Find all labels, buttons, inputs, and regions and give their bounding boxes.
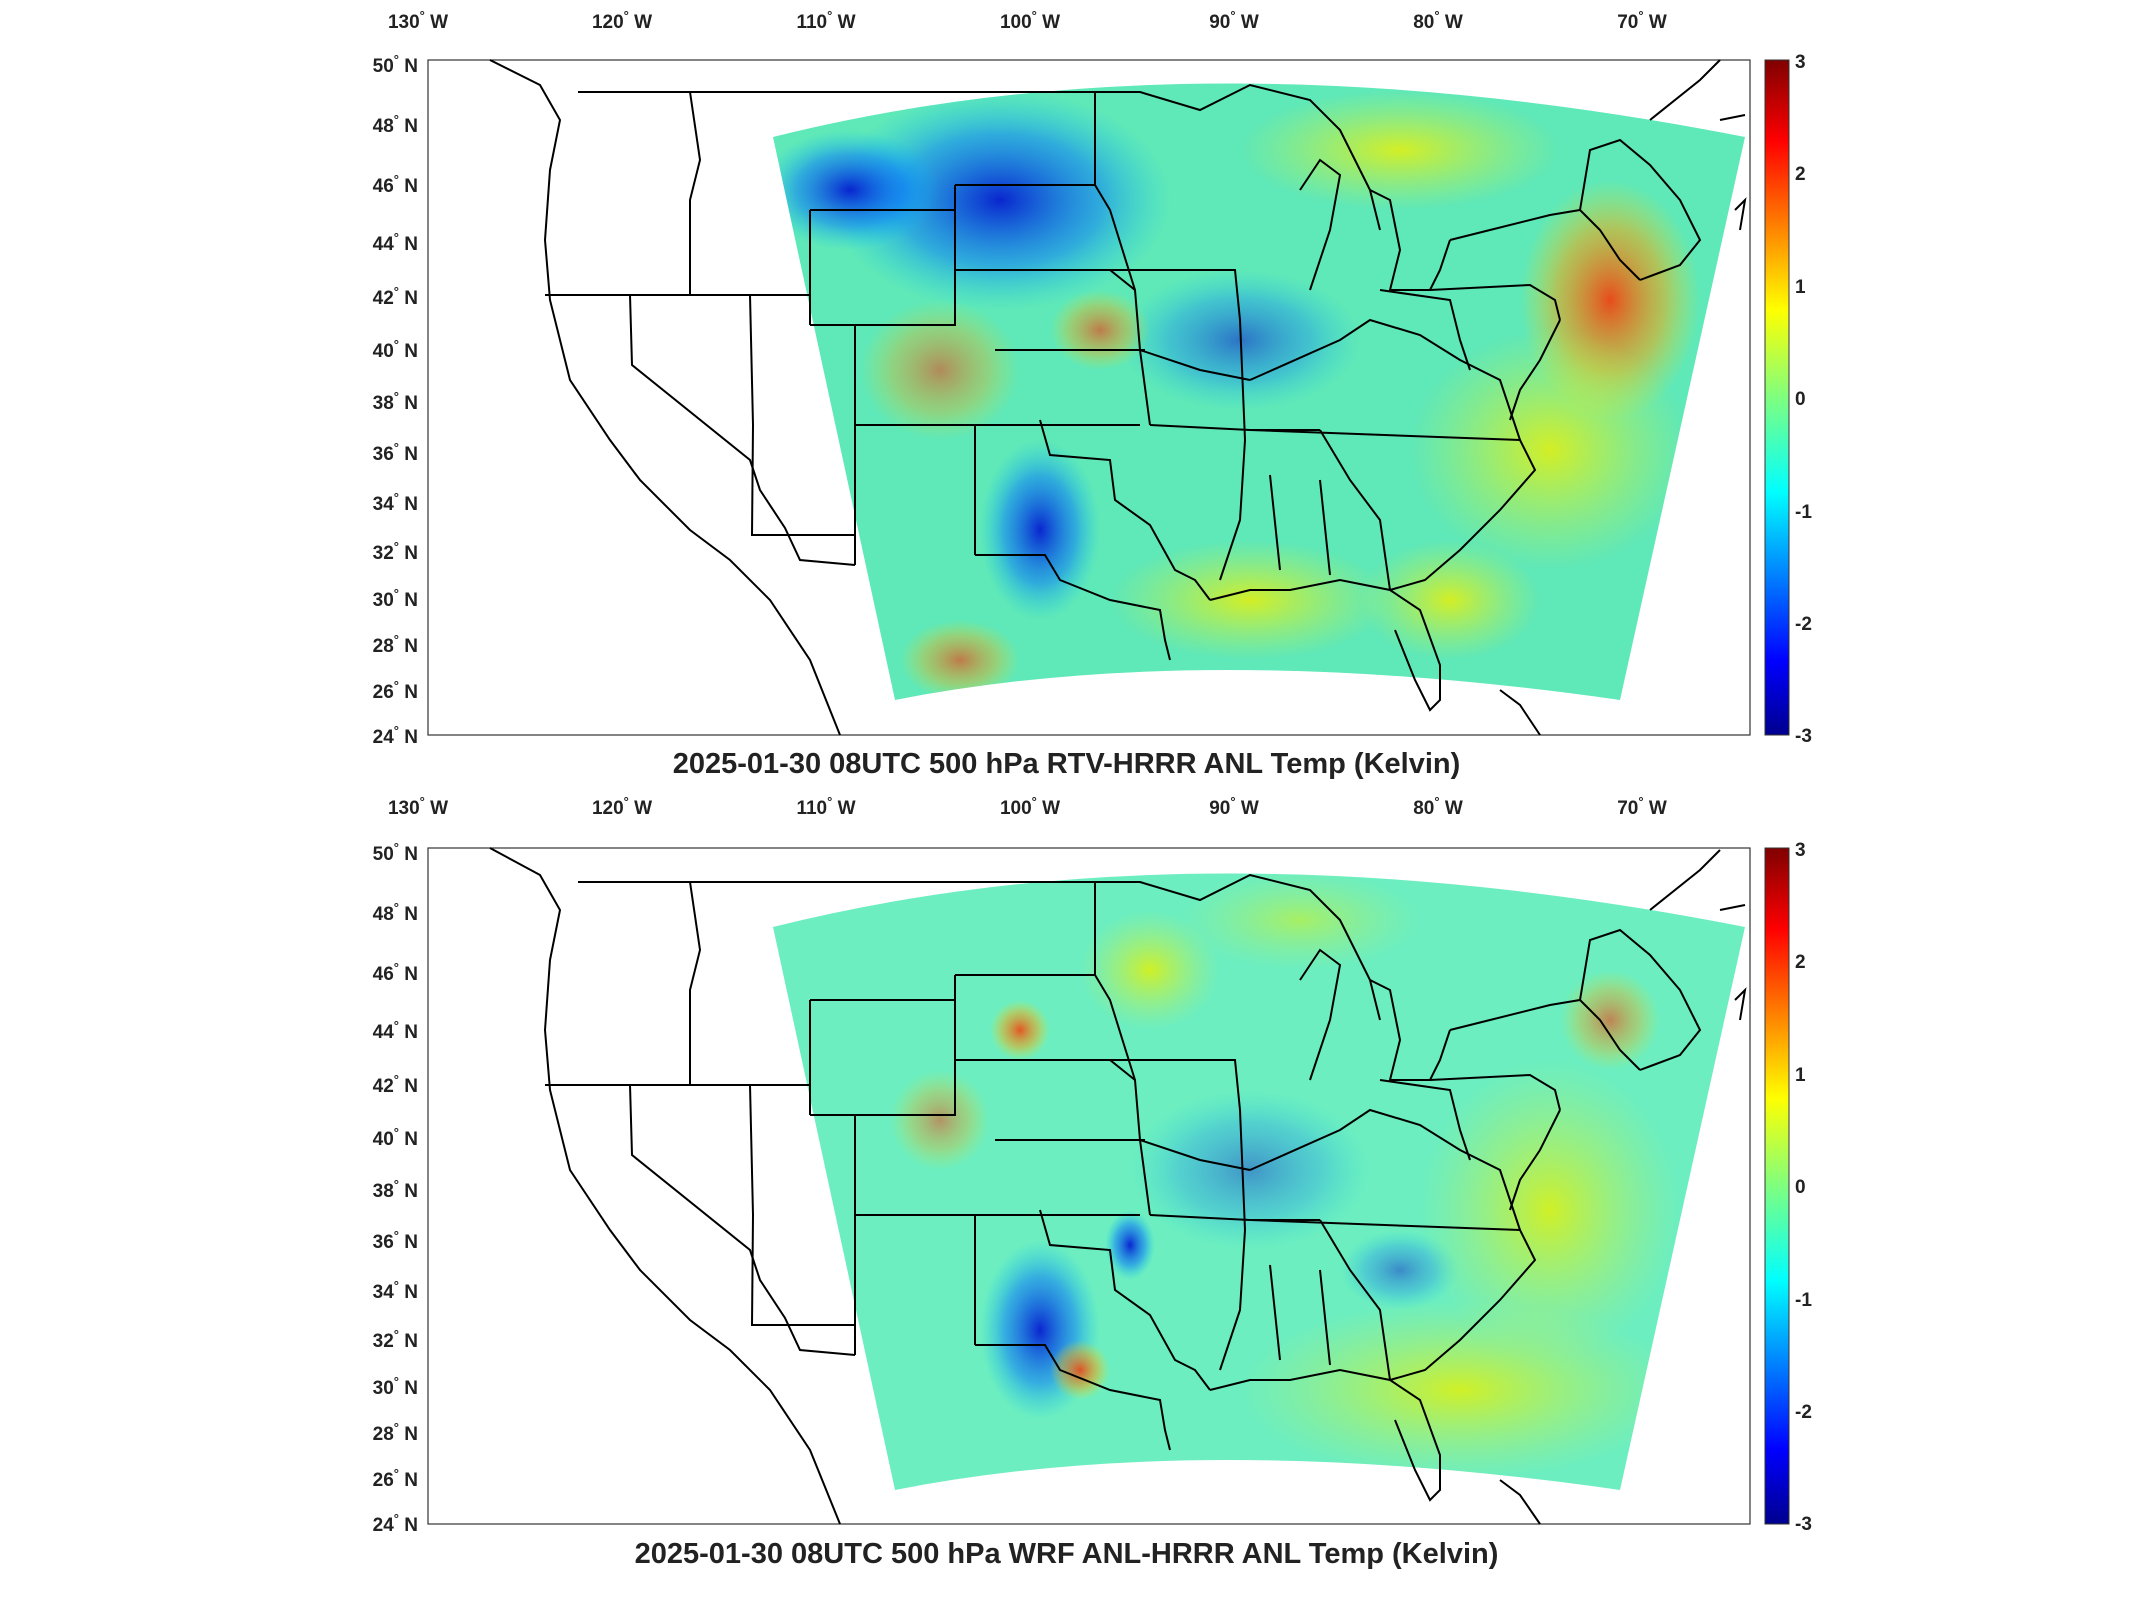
lon-label: 70° W bbox=[1617, 8, 1667, 33]
lat-label: 24° N bbox=[373, 723, 418, 748]
svg-text:-2: -2 bbox=[1795, 1402, 1812, 1423]
lat-label: 26° N bbox=[373, 1466, 418, 1491]
svg-text:0: 0 bbox=[1795, 1177, 1806, 1198]
lon-labels: 130° W 120° W 110° W 100° W 90° W 80° W … bbox=[388, 8, 1667, 33]
lon-label: 110° W bbox=[796, 8, 855, 33]
lat-label: 50° N bbox=[373, 840, 418, 865]
lat-label: 48° N bbox=[373, 112, 418, 137]
lat-label: 42° N bbox=[373, 1072, 418, 1097]
svg-text:3: 3 bbox=[1795, 840, 1806, 861]
lat-label: 46° N bbox=[373, 960, 418, 985]
lat-label: 38° N bbox=[373, 389, 418, 414]
lon-label: 130° W bbox=[388, 8, 448, 33]
lat-label: 34° N bbox=[373, 1278, 418, 1303]
lat-label: 26° N bbox=[373, 678, 418, 703]
lat-label: 24° N bbox=[373, 1511, 418, 1536]
svg-text:0: 0 bbox=[1795, 389, 1806, 410]
lon-label: 90° W bbox=[1209, 8, 1259, 33]
lat-label: 40° N bbox=[373, 1125, 418, 1150]
lat-label: 46° N bbox=[373, 172, 418, 197]
svg-text:1: 1 bbox=[1795, 277, 1806, 298]
colorbar bbox=[1764, 847, 1790, 1525]
svg-text:3: 3 bbox=[1795, 52, 1806, 73]
lon-label: 80° W bbox=[1413, 794, 1463, 819]
lat-label: 36° N bbox=[373, 440, 418, 465]
lon-label: 80° W bbox=[1413, 8, 1463, 33]
svg-text:2: 2 bbox=[1795, 164, 1806, 185]
colorbar bbox=[1764, 59, 1790, 736]
lat-label: 28° N bbox=[373, 632, 418, 657]
lat-label: 50° N bbox=[373, 52, 418, 77]
temperature-field bbox=[773, 873, 1745, 1490]
lat-label: 36° N bbox=[373, 1228, 418, 1253]
panel-title: 2025-01-30 08UTC 500 hPa WRF ANL-HRRR AN… bbox=[634, 1538, 1499, 1570]
map-panel-top: 130° W 120° W 110° W 100° W 90° W 80° W … bbox=[0, 0, 2133, 790]
lon-label: 70° W bbox=[1617, 794, 1667, 819]
lon-label: 100° W bbox=[1000, 794, 1060, 819]
lon-label: 110° W bbox=[796, 794, 855, 819]
svg-text:1: 1 bbox=[1795, 1065, 1806, 1086]
colorbar-ticks: 3 2 1 0 -1 -2 -3 bbox=[1795, 840, 1812, 1535]
svg-text:-1: -1 bbox=[1795, 1290, 1812, 1311]
lat-label: 40° N bbox=[373, 337, 418, 362]
lon-labels: 130° W 120° W 110° W 100° W 90° W 80° W … bbox=[388, 794, 1667, 819]
lat-label: 38° N bbox=[373, 1177, 418, 1202]
lon-label: 120° W bbox=[592, 794, 652, 819]
lat-labels: 50° N 48° N 46° N 44° N 42° N 40° N 38° … bbox=[373, 840, 418, 1536]
state-boundaries bbox=[489, 847, 1747, 1525]
lat-label: 42° N bbox=[373, 284, 418, 309]
lat-label: 28° N bbox=[373, 1420, 418, 1445]
lat-label: 30° N bbox=[373, 586, 418, 611]
lat-label: 44° N bbox=[373, 230, 418, 255]
lon-label: 120° W bbox=[592, 8, 652, 33]
map-figure-bottom: 130° W 120° W 110° W 100° W 90° W 80° W … bbox=[373, 794, 1813, 1536]
svg-text:-1: -1 bbox=[1795, 502, 1812, 523]
lat-label: 44° N bbox=[373, 1018, 418, 1043]
svg-text:-3: -3 bbox=[1795, 1514, 1812, 1535]
svg-text:2: 2 bbox=[1795, 952, 1806, 973]
state-boundaries bbox=[489, 59, 1747, 736]
lat-label: 32° N bbox=[373, 539, 418, 564]
lon-label: 130° W bbox=[388, 794, 448, 819]
svg-text:-3: -3 bbox=[1795, 726, 1812, 747]
temperature-field bbox=[773, 83, 1745, 700]
lat-label: 32° N bbox=[373, 1327, 418, 1352]
lat-label: 48° N bbox=[373, 900, 418, 925]
lat-label: 30° N bbox=[373, 1374, 418, 1399]
panel-title: 2025-01-30 08UTC 500 hPa RTV-HRRR ANL Te… bbox=[672, 748, 1461, 780]
map-figure-top: 130° W 120° W 110° W 100° W 90° W 80° W … bbox=[373, 8, 1813, 748]
lat-labels: 50° N 48° N 46° N 44° N 42° N 40° N 38° … bbox=[373, 52, 418, 748]
colorbar-ticks: 3 2 1 0 -1 -2 -3 bbox=[1795, 52, 1812, 747]
lon-label: 90° W bbox=[1209, 794, 1259, 819]
lat-label: 34° N bbox=[373, 490, 418, 515]
lon-label: 100° W bbox=[1000, 8, 1060, 33]
map-panel-bottom: 130° W 120° W 110° W 100° W 90° W 80° W … bbox=[0, 790, 2133, 1600]
svg-text:-2: -2 bbox=[1795, 614, 1812, 635]
